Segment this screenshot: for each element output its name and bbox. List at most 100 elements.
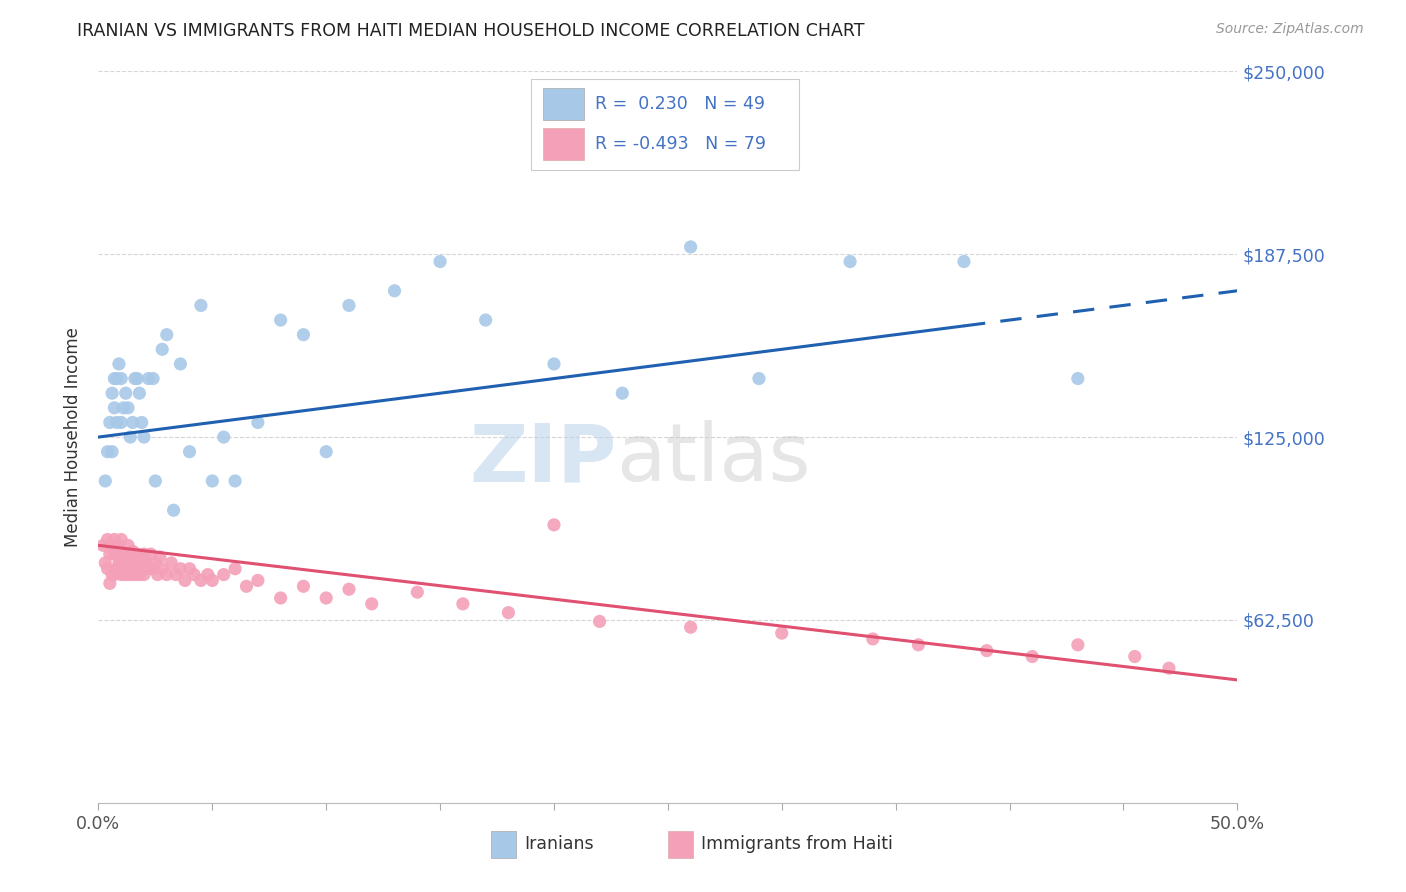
Point bbox=[108, 357, 131, 371]
FancyBboxPatch shape bbox=[543, 88, 583, 120]
Point bbox=[103, 401, 125, 415]
Point bbox=[862, 632, 884, 646]
Text: atlas: atlas bbox=[617, 420, 811, 498]
Point bbox=[101, 567, 124, 582]
Point bbox=[132, 547, 155, 561]
Point bbox=[103, 567, 125, 582]
Point bbox=[315, 444, 337, 458]
Point bbox=[1123, 649, 1146, 664]
Point bbox=[179, 562, 201, 576]
Point bbox=[110, 416, 132, 430]
Point bbox=[131, 416, 153, 430]
Point bbox=[96, 533, 118, 547]
Point bbox=[292, 327, 315, 342]
Text: Immigrants from Haiti: Immigrants from Haiti bbox=[700, 835, 893, 853]
Point bbox=[212, 567, 235, 582]
Point bbox=[160, 556, 183, 570]
Point bbox=[190, 574, 212, 588]
Point bbox=[114, 386, 136, 401]
Text: Source: ZipAtlas.com: Source: ZipAtlas.com bbox=[1216, 22, 1364, 37]
Point bbox=[121, 416, 143, 430]
Point bbox=[94, 474, 117, 488]
Point bbox=[179, 444, 201, 458]
Point bbox=[679, 240, 702, 254]
Point bbox=[145, 556, 167, 570]
Point bbox=[117, 556, 139, 570]
Point bbox=[127, 547, 149, 561]
Point bbox=[429, 254, 451, 268]
Point bbox=[105, 547, 128, 561]
Point bbox=[120, 549, 142, 564]
Text: IRANIAN VS IMMIGRANTS FROM HAITI MEDIAN HOUSEHOLD INCOME CORRELATION CHART: IRANIAN VS IMMIGRANTS FROM HAITI MEDIAN … bbox=[77, 22, 865, 40]
Point bbox=[150, 562, 173, 576]
Point bbox=[127, 371, 149, 385]
Point bbox=[384, 284, 406, 298]
Point bbox=[103, 547, 125, 561]
Point bbox=[174, 574, 197, 588]
Point bbox=[201, 574, 224, 588]
Point bbox=[124, 371, 146, 385]
Point bbox=[110, 567, 132, 582]
Point bbox=[197, 567, 219, 582]
Point bbox=[337, 298, 360, 312]
Point bbox=[124, 567, 146, 582]
Point bbox=[114, 547, 136, 561]
Point bbox=[315, 591, 337, 605]
Point bbox=[190, 298, 212, 312]
FancyBboxPatch shape bbox=[543, 128, 583, 160]
Point bbox=[138, 562, 160, 576]
Point bbox=[543, 357, 565, 371]
Point bbox=[145, 474, 167, 488]
Point bbox=[543, 517, 565, 532]
Point bbox=[103, 533, 125, 547]
Point bbox=[96, 444, 118, 458]
Point bbox=[588, 615, 610, 629]
Point bbox=[270, 313, 292, 327]
Point bbox=[612, 386, 634, 401]
Point bbox=[142, 562, 165, 576]
Point bbox=[474, 313, 496, 327]
Point bbox=[139, 547, 162, 561]
Point bbox=[127, 562, 149, 576]
Point bbox=[150, 343, 173, 357]
Point bbox=[117, 401, 139, 415]
Point bbox=[679, 620, 702, 634]
Point bbox=[110, 533, 132, 547]
Point bbox=[165, 567, 187, 582]
Point bbox=[112, 562, 135, 576]
Point bbox=[121, 544, 143, 558]
Point bbox=[498, 606, 520, 620]
Point bbox=[132, 567, 155, 582]
Point bbox=[110, 549, 132, 564]
Point bbox=[124, 549, 146, 564]
Point bbox=[748, 371, 770, 385]
Point bbox=[132, 430, 155, 444]
Point bbox=[246, 416, 269, 430]
Point bbox=[1021, 649, 1043, 664]
Point bbox=[105, 538, 128, 552]
Point bbox=[451, 597, 474, 611]
Point bbox=[246, 574, 269, 588]
Point bbox=[108, 556, 131, 570]
Point bbox=[101, 538, 124, 552]
Point bbox=[94, 556, 117, 570]
Text: ZIP: ZIP bbox=[470, 420, 617, 498]
Point bbox=[98, 416, 121, 430]
Point bbox=[1067, 371, 1090, 385]
Point bbox=[105, 562, 128, 576]
Point bbox=[337, 582, 360, 597]
Point bbox=[770, 626, 793, 640]
Point bbox=[953, 254, 976, 268]
Point bbox=[142, 371, 165, 385]
Y-axis label: Median Household Income: Median Household Income bbox=[65, 327, 83, 547]
Point bbox=[110, 371, 132, 385]
Point bbox=[907, 638, 929, 652]
Point bbox=[976, 643, 998, 657]
Point bbox=[270, 591, 292, 605]
Point bbox=[112, 547, 135, 561]
Point bbox=[105, 371, 128, 385]
Point bbox=[91, 538, 114, 552]
Point bbox=[183, 567, 205, 582]
Point bbox=[108, 538, 131, 552]
Point bbox=[156, 327, 179, 342]
